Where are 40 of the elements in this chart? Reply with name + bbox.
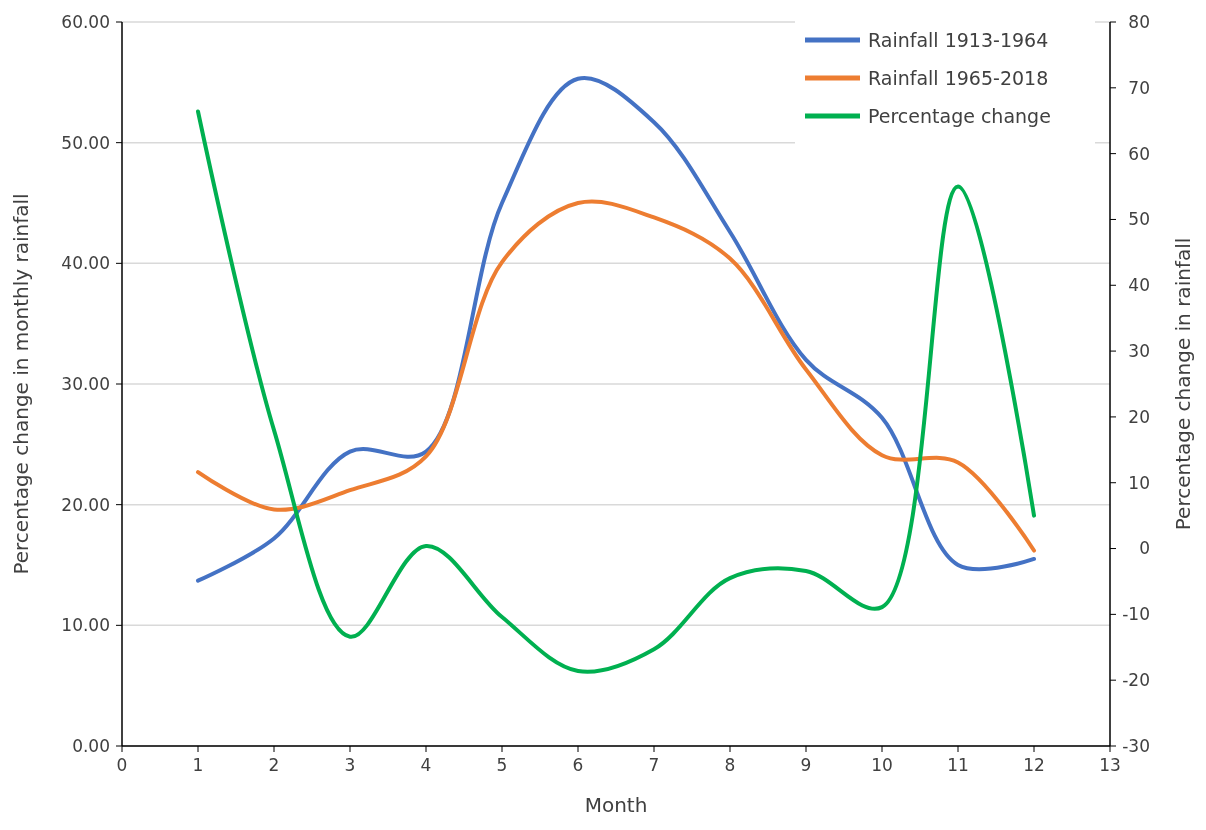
x-tick-label: 1 xyxy=(192,755,204,775)
y2-tick-label: 20 xyxy=(1128,406,1150,427)
legend-label: Rainfall 1965-2018 xyxy=(868,66,1049,89)
y-axis-title: Percentage change in monthly rainfall xyxy=(9,193,33,575)
x-tick-label: 3 xyxy=(344,755,356,775)
x-tick-label: 12 xyxy=(1023,755,1045,775)
x-tick-label: 4 xyxy=(420,755,432,775)
y-tick-label: 60.00 xyxy=(61,11,110,32)
x-tick-label: 9 xyxy=(800,755,812,775)
y-tick-label: 20.00 xyxy=(61,494,110,515)
x-tick-label: 2 xyxy=(268,755,280,775)
y-tick-label: 0.00 xyxy=(72,735,110,756)
legend-label: Rainfall 1913-1964 xyxy=(868,28,1049,51)
y-tick-label: 40.00 xyxy=(61,253,110,274)
x-tick-label: 7 xyxy=(648,755,660,775)
y2-tick-label: 50 xyxy=(1128,209,1150,230)
y2-tick-label: 70 xyxy=(1128,77,1150,98)
y2-tick-label: 40 xyxy=(1128,275,1150,296)
y2-tick-label: 10 xyxy=(1128,472,1150,493)
x-tick-label: 6 xyxy=(572,755,584,775)
x-tick-label: 13 xyxy=(1099,755,1121,775)
x-axis-title: Month xyxy=(584,793,648,817)
y2-tick-label: -10 xyxy=(1122,604,1150,625)
y-tick-label: 50.00 xyxy=(61,132,110,153)
y2-tick-label: 60 xyxy=(1128,143,1150,164)
y2-tick-label: 80 xyxy=(1128,11,1150,32)
y2-tick-label: -20 xyxy=(1122,670,1150,691)
x-tick-label: 0 xyxy=(116,755,128,775)
x-tick-label: 8 xyxy=(724,755,736,775)
legend-label: Percentage change xyxy=(868,104,1051,127)
y2-tick-label: -30 xyxy=(1122,735,1150,756)
y2-axis-title: Percentage change in rainfall xyxy=(1171,237,1195,531)
y-tick-label: 30.00 xyxy=(61,373,110,394)
y-tick-label: 10.00 xyxy=(61,615,110,636)
x-tick-label: 11 xyxy=(947,755,969,775)
y2-tick-label: 30 xyxy=(1128,341,1150,362)
y2-tick-label: 0 xyxy=(1139,538,1150,559)
x-tick-label: 10 xyxy=(871,755,893,775)
x-tick-label: 5 xyxy=(496,755,508,775)
line-series xyxy=(196,199,1036,553)
